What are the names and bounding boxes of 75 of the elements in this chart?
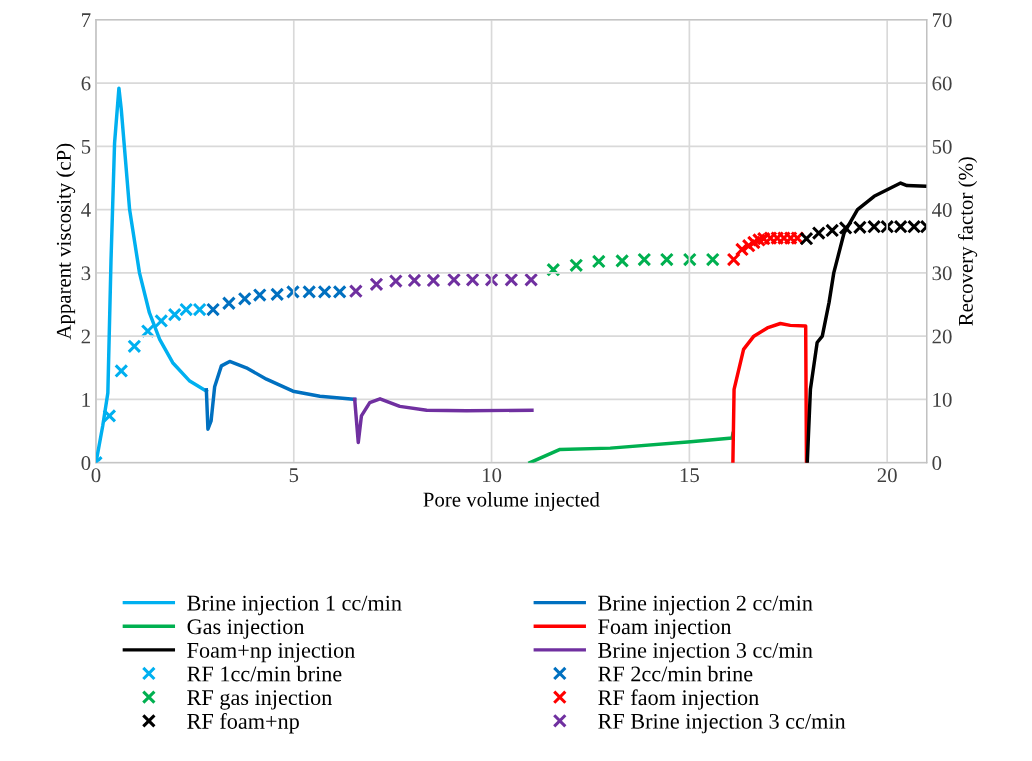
y-tick-label: 1 [82, 392, 90, 407]
line-series [528, 431, 735, 463]
y-tick-label: 6 [81, 76, 91, 91]
line-series [805, 181, 927, 463]
point [591, 254, 606, 269]
y-tick-label: 2 [81, 329, 90, 344]
y2-axis-title: Recovery factor (%) [957, 157, 978, 326]
legend-label: RF faom injection [598, 689, 759, 710]
point [569, 258, 584, 273]
legend-label: RF 1cc/min brine [187, 665, 342, 682]
point [114, 363, 129, 379]
line-series [95, 86, 209, 463]
point [369, 277, 384, 292]
point [659, 252, 674, 267]
point [504, 272, 519, 287]
point [726, 252, 741, 267]
y2-tick-label: 50 [932, 139, 952, 154]
line-series [731, 321, 809, 463]
y2-tick-label: 60 [932, 76, 952, 91]
point [734, 242, 750, 257]
legend-label: Foam injection [598, 619, 732, 639]
point [484, 272, 499, 287]
point [167, 307, 182, 322]
y-tick-label: 3 [81, 266, 91, 281]
point [348, 284, 363, 299]
point [270, 287, 285, 302]
y2-tick-label: 70 [932, 13, 952, 28]
point [252, 287, 267, 303]
point [446, 272, 462, 287]
y-tick-label: 7 [82, 13, 91, 28]
point [426, 273, 441, 288]
point [465, 272, 480, 287]
point [237, 291, 252, 306]
point [102, 408, 117, 423]
point [524, 272, 539, 287]
point [705, 252, 720, 267]
legend-label: RF Brine injection 3 cc/min [598, 713, 846, 734]
y2-tick-label: 20 [932, 329, 952, 344]
point [285, 284, 301, 299]
line-series [204, 359, 357, 431]
legend-label: Brine injection 1 cc/min [187, 595, 402, 616]
point [682, 252, 697, 267]
point [388, 274, 403, 289]
line-series [352, 397, 534, 445]
legend-label: RF gas injection [187, 690, 332, 710]
point [140, 324, 155, 339]
x-tick-label: 15 [680, 468, 699, 483]
y-tick-label: 4 [81, 203, 91, 217]
y2-tick-label: 0 [932, 456, 942, 471]
legend-label: Brine injection 2 cc/min [598, 595, 813, 616]
y-tick-label: 5 [81, 139, 91, 154]
x-axis-title: Pore volume injected [423, 492, 600, 511]
point [615, 253, 630, 268]
legend-label: Gas injection [187, 619, 305, 639]
y-tick-label: 0 [81, 456, 91, 471]
point [205, 302, 221, 317]
point [741, 238, 756, 253]
y-axis-title: Apparent viscosity (cP) [56, 143, 76, 340]
point [127, 339, 142, 354]
y2-tick-label: 40 [932, 202, 952, 218]
x-tick-label: 5 [289, 468, 299, 483]
point [407, 273, 422, 288]
point [154, 313, 169, 329]
legend-label: RF foam+np [187, 713, 299, 734]
y2-tick-label: 30 [932, 266, 952, 281]
legend-label: Brine injection 3 cc/min [598, 642, 813, 663]
point [637, 252, 652, 267]
point [799, 231, 814, 246]
y2-tick-label: 10 [933, 392, 952, 407]
x-tick-label: 10 [482, 468, 502, 483]
point [221, 296, 236, 311]
point [546, 262, 561, 277]
x-tick-label: 20 [877, 468, 897, 483]
legend-label: RF 2cc/min brine [598, 665, 753, 682]
legend-label: Foam+np injection [187, 642, 355, 663]
